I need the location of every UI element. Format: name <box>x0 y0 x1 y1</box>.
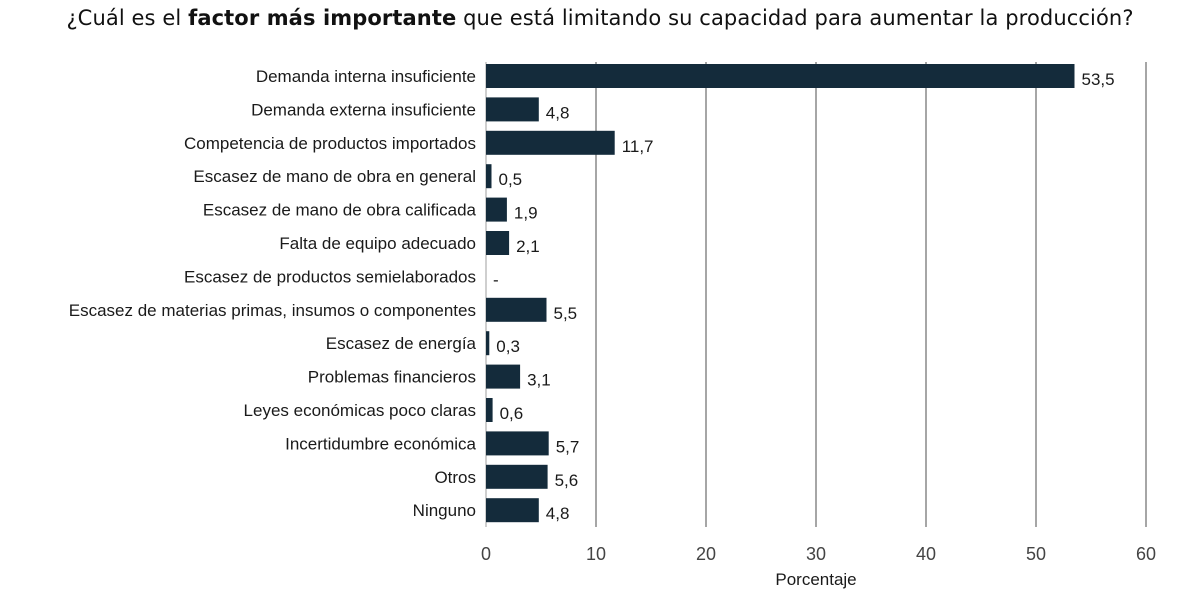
category-label: Escasez de materias primas, insumos o co… <box>69 301 476 320</box>
x-tick-label: 10 <box>586 544 606 564</box>
category-label: Competencia de productos importados <box>184 134 476 153</box>
category-label: Incertidumbre económica <box>285 434 476 453</box>
value-label: 0,6 <box>500 404 524 423</box>
bar <box>486 498 539 523</box>
x-tick-label: 60 <box>1136 544 1156 564</box>
value-label: 2,1 <box>516 237 540 256</box>
chart-title: ¿Cuál es el factor más importante que es… <box>0 6 1200 30</box>
bar <box>486 297 547 322</box>
x-tick-label: 30 <box>806 544 826 564</box>
value-label: 53,5 <box>1082 70 1115 89</box>
bar <box>486 398 493 422</box>
value-label: 3,1 <box>527 371 551 390</box>
value-label: 4,8 <box>546 504 570 523</box>
bar <box>486 231 510 255</box>
value-label: 1,9 <box>514 204 538 223</box>
category-label: Escasez de mano de obra en general <box>193 167 476 186</box>
x-tick-labels: 0 10 20 30 40 50 60 <box>481 544 1156 564</box>
category-label: Leyes económicas poco claras <box>244 401 476 420</box>
value-labels: 53,5 4,8 11,7 0,5 1,9 2,1- 5,5 0,3 3,10,6 5,7 5,6 4… <box>493 70 1115 523</box>
category-label: Demanda externa insuficiente <box>251 100 476 119</box>
x-tick-label: 40 <box>916 544 936 564</box>
category-label: Escasez de mano de obra calificada <box>203 201 477 220</box>
bar <box>486 97 539 122</box>
bar <box>486 331 490 356</box>
value-label: 5,6 <box>555 471 579 490</box>
bars <box>486 64 1075 523</box>
value-label: 0,3 <box>496 337 520 356</box>
bar <box>486 164 492 189</box>
bar <box>486 364 521 389</box>
value-label: 5,5 <box>554 304 578 323</box>
category-label: Escasez de energía <box>326 334 477 353</box>
value-label: - <box>493 270 499 289</box>
title-prefix: ¿Cuál es el <box>66 6 189 30</box>
value-label: 5,7 <box>556 437 580 456</box>
bar <box>486 130 615 155</box>
title-bold: factor más importante <box>188 6 457 30</box>
value-label: 0,5 <box>499 170 523 189</box>
category-label: Ninguno <box>413 501 476 520</box>
value-label: 11,7 <box>622 137 654 156</box>
x-tick-label: 0 <box>481 544 491 564</box>
x-axis-title: Porcentaje <box>775 570 856 589</box>
bar <box>486 464 548 489</box>
category-label: Problemas financieros <box>308 368 476 387</box>
x-tick-label: 50 <box>1026 544 1046 564</box>
category-label: Demanda interna insuficiente <box>256 67 476 86</box>
bar <box>486 431 549 456</box>
value-label: 4,8 <box>546 103 570 122</box>
title-suffix: que está limitando su capacidad para aum… <box>456 6 1134 30</box>
category-label: Falta de equipo adecuado <box>279 234 476 253</box>
x-tick-label: 20 <box>696 544 716 564</box>
category-labels: Demanda interna insuficiente Demanda exte… <box>69 67 477 520</box>
bar <box>486 197 507 222</box>
category-label: Otros <box>434 468 476 487</box>
bar <box>486 64 1075 88</box>
category-label: Escasez de productos semielaborados <box>184 267 476 286</box>
